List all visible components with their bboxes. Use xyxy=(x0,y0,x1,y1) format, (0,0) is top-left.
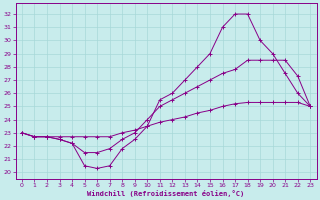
X-axis label: Windchill (Refroidissement éolien,°C): Windchill (Refroidissement éolien,°C) xyxy=(87,190,245,197)
